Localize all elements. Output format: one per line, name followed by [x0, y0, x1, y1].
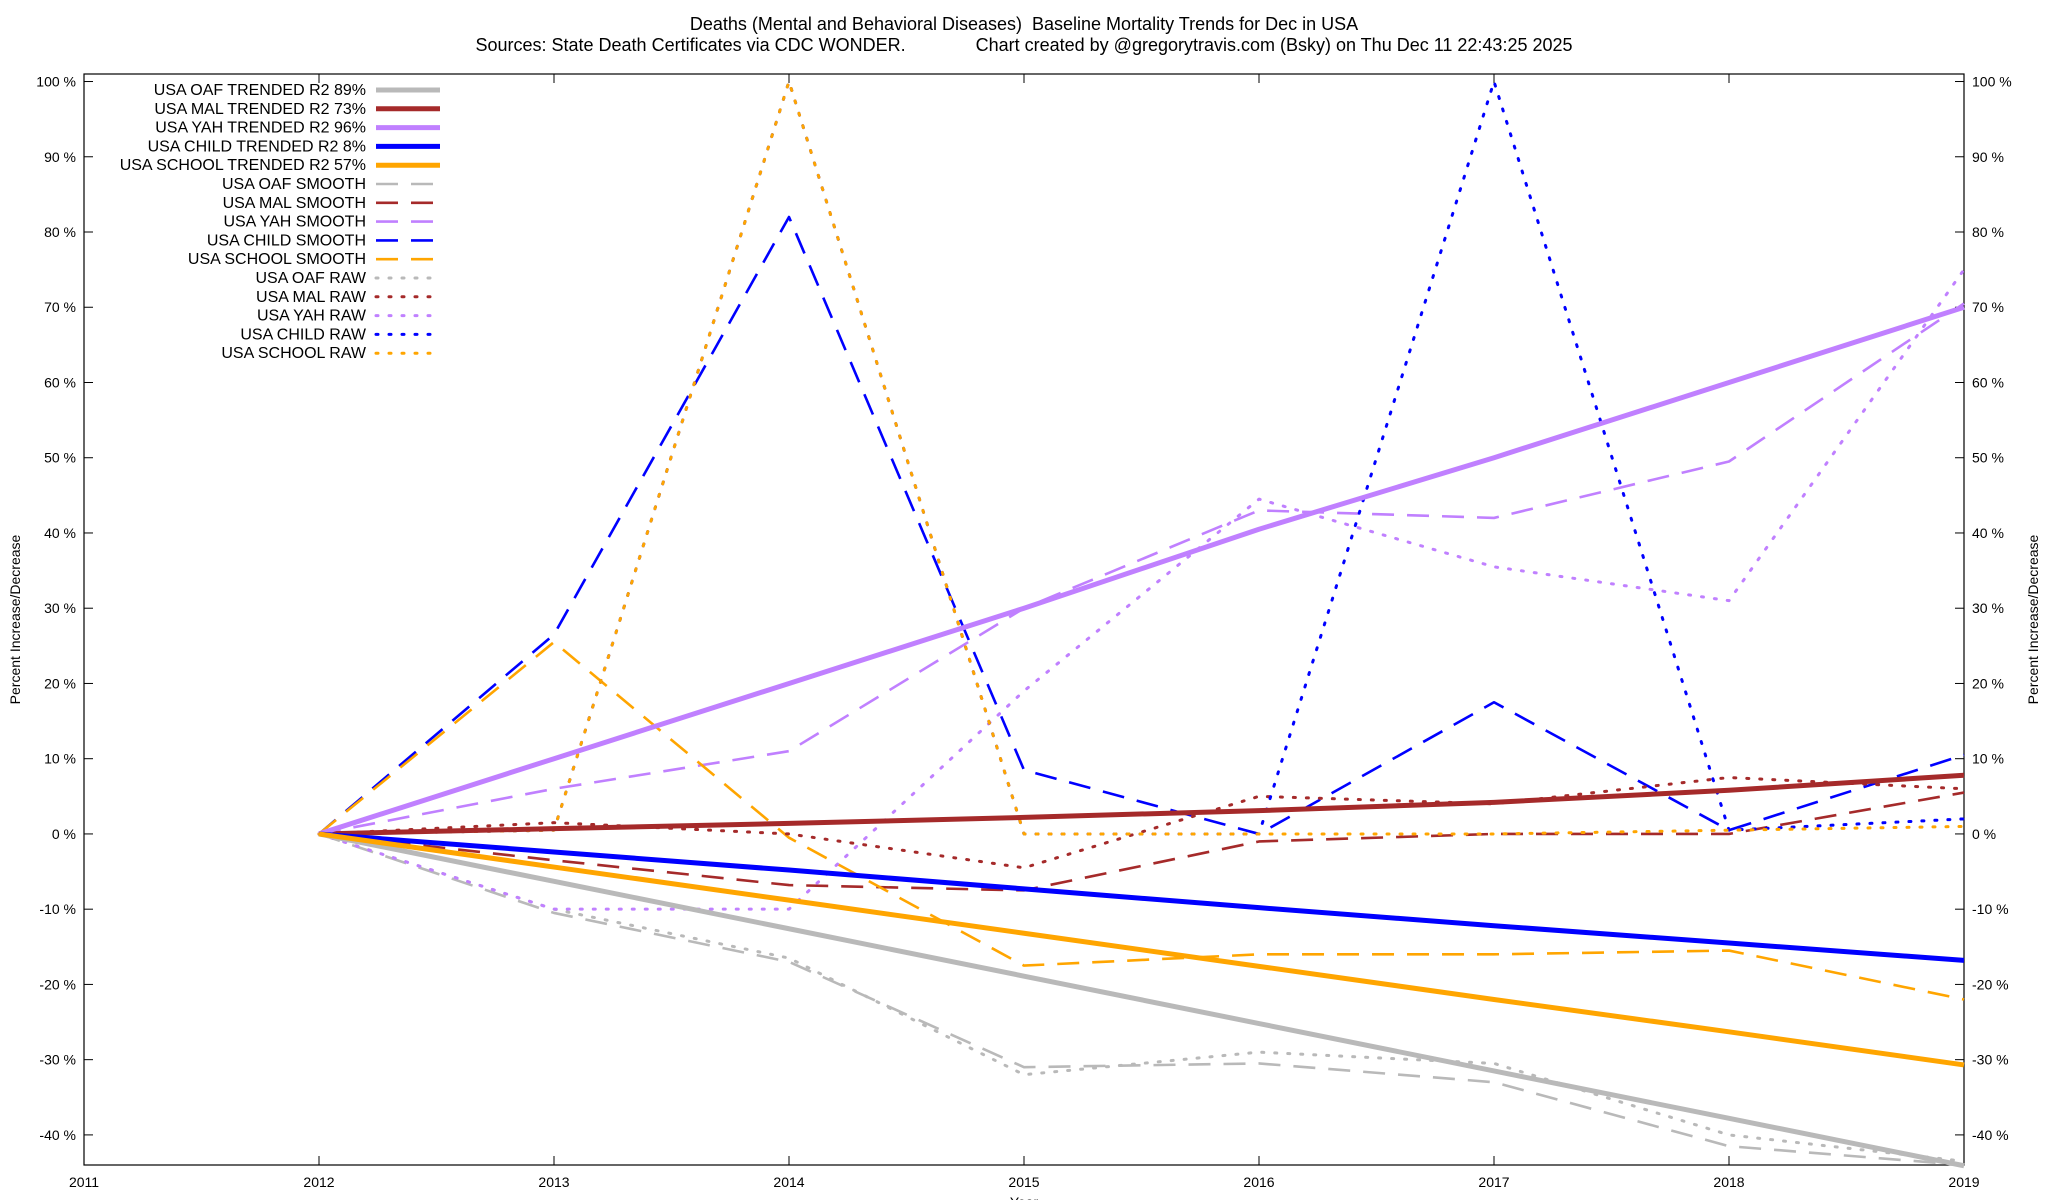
series-line-usa-mal-trended-r2-73	[318, 772, 1965, 837]
y-tick-label-right: 100 %	[1972, 74, 2012, 90]
y-tick-label-right: 70 %	[1972, 299, 2004, 315]
y-tick-label-left: -10 %	[39, 901, 76, 917]
y-tick-label-left: 30 %	[44, 600, 76, 616]
y-tick-label-right: 40 %	[1972, 525, 2004, 541]
y-tick-label-right: 50 %	[1972, 450, 2004, 466]
y-tick-label-right: 0 %	[1972, 826, 1996, 842]
legend-label: USA OAF RAW	[255, 270, 366, 287]
series-line-usa-child-smooth	[318, 215, 1965, 836]
y-tick-label-left: 10 %	[44, 751, 76, 767]
series-line-usa-child-trended-r2-8	[318, 831, 1965, 963]
x-axis-label: Year	[1010, 1194, 1039, 1200]
legend-label: USA CHILD TRENDED R2 8%	[148, 138, 366, 155]
x-tick-label: 2013	[538, 1174, 569, 1190]
y-tick-label-right: -20 %	[1972, 976, 2009, 992]
series-line-usa-yah-smooth	[318, 302, 1965, 836]
series-line-usa-school-smooth	[318, 640, 1965, 1001]
legend-label: USA MAL TRENDED R2 73%	[154, 101, 366, 118]
y-tick-label-left: -20 %	[39, 976, 76, 992]
y-tick-label-left: 80 %	[44, 224, 76, 240]
legend-label: USA MAL SMOOTH	[223, 195, 366, 212]
y-tick-label-right: 90 %	[1972, 149, 2004, 165]
legend-label: USA OAF SMOOTH	[222, 176, 366, 193]
plot-border	[83, 73, 1965, 1166]
axes: 100 % 100 % 90 % 90 % 80 % 80 % 70 % 70 % 60 % 60…	[7, 73, 2041, 1200]
legend: USA OAF TRENDED R2 89% USA MAL TRENDED R2…	[120, 82, 442, 362]
chart-title: Deaths (Mental and Behavioral Diseases) …	[689, 14, 1359, 34]
series-line-usa-child-raw	[317, 80, 1966, 836]
series-line-usa-school-raw	[317, 80, 1966, 836]
y-tick-label-left: 40 %	[44, 525, 76, 541]
y-tick-label-left: -30 %	[39, 1052, 76, 1068]
legend-label: USA OAF TRENDED R2 89%	[154, 82, 366, 99]
series-line-usa-oaf-raw	[317, 832, 1966, 1163]
y-tick-label-left: 100 %	[36, 74, 76, 90]
legend-label: USA YAH RAW	[257, 308, 367, 325]
x-tick-label: 2011	[69, 1174, 99, 1190]
legend-label: USA MAL RAW	[256, 289, 367, 306]
y-tick-label-left: 70 %	[44, 299, 76, 315]
series-line-usa-mal-smooth	[318, 791, 1965, 892]
legend-label: USA SCHOOL TRENDED R2 57%	[120, 157, 366, 174]
x-tick-label: 2019	[1948, 1174, 1979, 1190]
plot-area	[317, 80, 1966, 1169]
y-tick-label-right: 20 %	[1972, 675, 2004, 691]
y-tick-label-left: 20 %	[44, 675, 76, 691]
legend-label: USA CHILD SMOOTH	[207, 232, 366, 249]
x-tick-label: 2012	[303, 1174, 334, 1190]
y-tick-label-right: -30 %	[1972, 1052, 2009, 1068]
y-tick-label-left: 50 %	[44, 450, 76, 466]
x-tick-label: 2015	[1008, 1174, 1039, 1190]
y-axis-label-right: Percent Increase/Decrease	[2025, 534, 2041, 704]
y-tick-label-right: 30 %	[1972, 600, 2004, 616]
series-line-usa-yah-raw	[317, 268, 1966, 911]
y-tick-label-right: 80 %	[1972, 224, 2004, 240]
y-tick-label-left: 60 %	[44, 374, 76, 390]
series-line-usa-yah-trended-r2-96	[318, 304, 1965, 837]
chart-subtitle: Sources: State Death Certificates via CD…	[475, 35, 1573, 55]
y-tick-label-left: 0 %	[52, 826, 76, 842]
series-line-usa-oaf-trended-r2-89	[318, 831, 1965, 1169]
x-tick-label: 2016	[1243, 1174, 1274, 1190]
y-tick-label-right: -10 %	[1972, 901, 2009, 917]
y-tick-label-right: -40 %	[1972, 1127, 2009, 1143]
legend-label: USA YAH SMOOTH	[223, 214, 366, 231]
y-tick-label-left: -40 %	[39, 1127, 76, 1143]
legend-label: USA SCHOOL SMOOTH	[188, 251, 366, 268]
y-tick-label-right: 60 %	[1972, 374, 2004, 390]
series-line-usa-mal-raw	[317, 776, 1966, 870]
series-line-usa-oaf-smooth	[318, 832, 1965, 1167]
x-tick-label: 2014	[773, 1174, 804, 1190]
legend-label: USA CHILD RAW	[240, 326, 367, 343]
x-tick-label: 2017	[1478, 1174, 1509, 1190]
x-tick-label: 2018	[1713, 1174, 1744, 1190]
y-tick-label-right: 10 %	[1972, 751, 2004, 767]
y-axis-label-left: Percent Increase/Decrease	[7, 534, 23, 704]
series-line-usa-school-trended-r2-57	[318, 831, 1965, 1068]
y-tick-label-left: 90 %	[44, 149, 76, 165]
legend-label: USA YAH TRENDED R2 96%	[155, 120, 366, 137]
legend-label: USA SCHOOL RAW	[221, 345, 367, 362]
